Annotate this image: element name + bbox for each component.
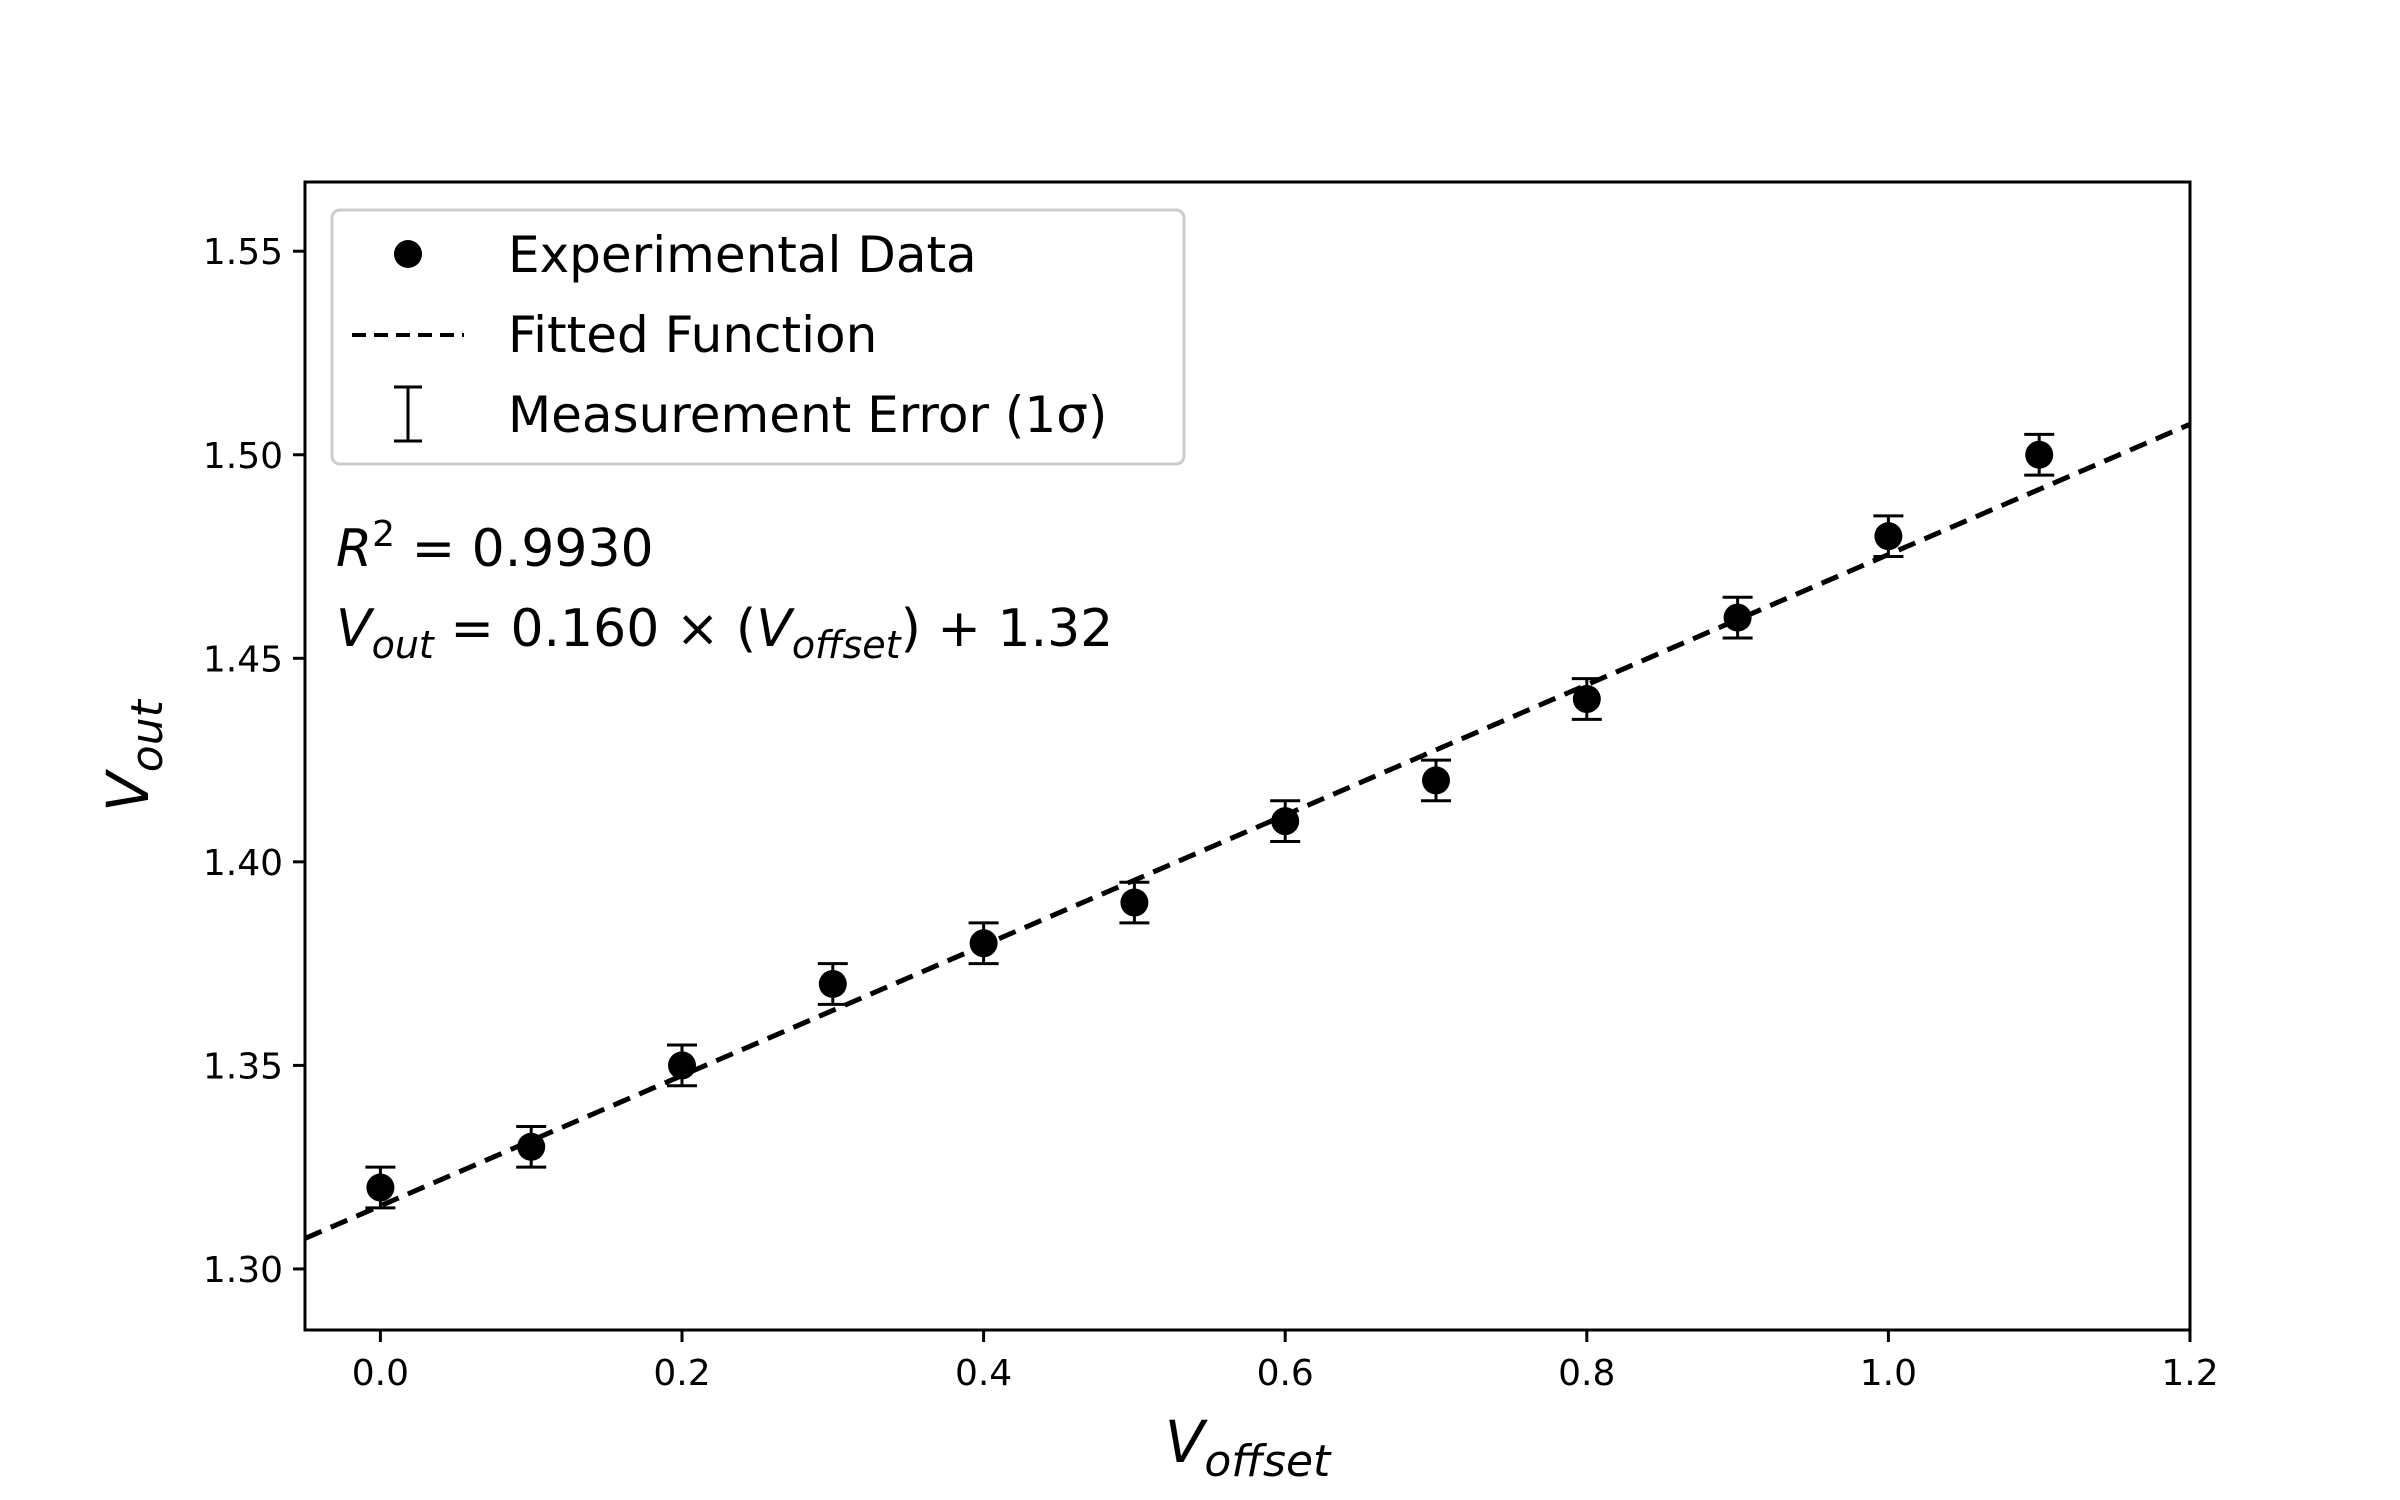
eq-lhs-sub: out — [372, 623, 436, 667]
r-squared-sup: 2 — [372, 514, 395, 555]
x-tick-label: 1.2 — [2161, 1353, 2218, 1394]
eq-var: V — [756, 599, 795, 659]
data-point — [1874, 522, 1903, 551]
data-point — [2025, 440, 2054, 469]
plot-frame — [303, 180, 2192, 1332]
data-point — [969, 929, 998, 958]
y-tick-label: 1.50 — [203, 436, 283, 477]
legend: Experimental Data Fitted Function Measur… — [330, 208, 1186, 466]
x-axis-label-main: V — [1165, 1408, 1209, 1476]
y-tick-label: 1.40 — [203, 843, 283, 884]
x-tick-label: 0.0 — [352, 1353, 409, 1394]
y-tick-label: 1.30 — [203, 1250, 283, 1291]
data-point — [517, 1132, 546, 1161]
data-point — [1271, 807, 1300, 836]
r-squared-text: = 0.9930 — [395, 519, 654, 579]
x-tick-label: 0.2 — [653, 1353, 710, 1394]
y-axis-label-main: V — [94, 768, 162, 812]
r-squared-base: R — [336, 519, 372, 579]
x-tick-label: 0.8 — [1558, 1353, 1615, 1394]
x-tick-label: 0.4 — [955, 1353, 1012, 1394]
legend-marker-icon — [394, 240, 422, 268]
x-tick-label: 1.0 — [1860, 1353, 1917, 1394]
data-point — [366, 1173, 395, 1202]
x-tick-label: 0.6 — [1257, 1353, 1314, 1394]
fit-line — [304, 421, 2191, 1241]
data-point — [668, 1051, 696, 1080]
x-axis-label-sub: offset — [1204, 1436, 1332, 1487]
legend-entry-data: Experimental Data — [508, 226, 977, 284]
legend-entry-fit: Fitted Function — [508, 306, 877, 364]
eq-lhs: V — [336, 599, 375, 659]
r-squared-annotation: R2 = 0.9930 — [336, 514, 654, 579]
legend-box — [330, 208, 1186, 466]
eq-var-sub: offset — [792, 623, 903, 667]
y-axis-label-sub: out — [122, 698, 173, 772]
y-axis-label: Vout — [94, 698, 173, 811]
data-point — [818, 969, 847, 998]
legend-errorbar-icon — [394, 385, 422, 443]
data-point — [1572, 685, 1601, 714]
data-point — [1723, 603, 1752, 632]
y-tick-label: 1.45 — [203, 639, 283, 680]
x-axis-label: Voffset — [1165, 1408, 1332, 1487]
fit-equation-annotation: Vout = 0.160 × (Voffset) + 1.32 — [336, 599, 1113, 667]
y-tick-label: 1.55 — [203, 232, 283, 273]
eq-rhs: ) + 1.32 — [901, 599, 1114, 659]
legend-entry-error: Measurement Error (1σ) — [508, 386, 1107, 444]
data-point — [1422, 766, 1450, 795]
eq-mid: = 0.160 × ( — [434, 599, 756, 659]
data-point — [1120, 888, 1149, 917]
y-tick-label: 1.35 — [203, 1046, 283, 1087]
